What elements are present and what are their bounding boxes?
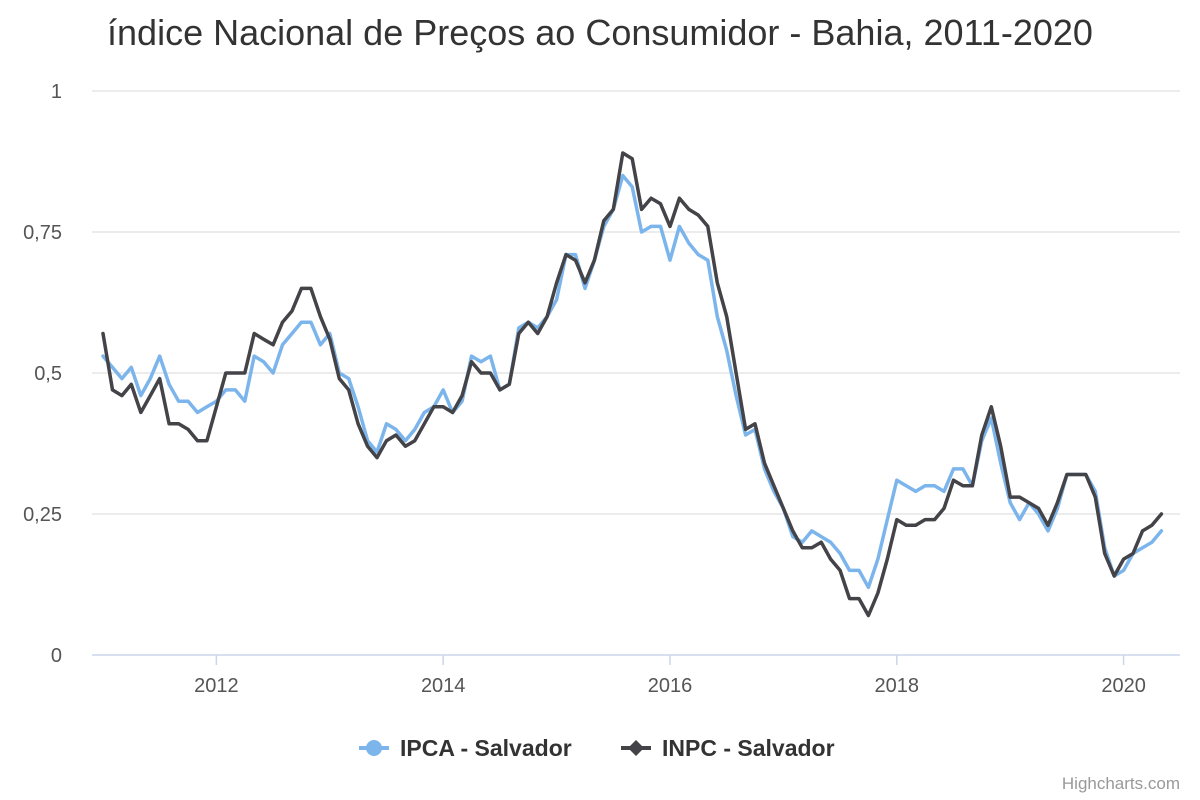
x-axis: 2012 2014 2016 2018 2020 bbox=[92, 654, 1180, 697]
x-tick-label: 2018 bbox=[875, 675, 920, 697]
series-line-inpc[interactable] bbox=[101, 151, 1164, 618]
legend[interactable]: IPCA - Salvador INPC - Salvador bbox=[359, 735, 835, 761]
legend-item-inpc[interactable]: INPC - Salvador bbox=[621, 735, 835, 761]
chart-title: índice Nacional de Preços ao Consumidor … bbox=[107, 12, 1093, 53]
diamond-marker-icon bbox=[628, 740, 644, 756]
y-tick-label: 0,25 bbox=[23, 504, 62, 526]
legend-item-ipca[interactable]: IPCA - Salvador bbox=[359, 735, 572, 761]
y-tick-label: 0,5 bbox=[34, 363, 62, 385]
x-tick-label: 2016 bbox=[648, 675, 693, 697]
x-tick-label: 2020 bbox=[1101, 675, 1146, 697]
legend-label: IPCA - Salvador bbox=[400, 735, 572, 761]
plot-area bbox=[101, 151, 1164, 618]
legend-label: INPC - Salvador bbox=[662, 735, 835, 761]
series-line-ipca[interactable] bbox=[101, 173, 1164, 590]
credits-link[interactable]: Highcharts.com bbox=[1061, 774, 1180, 793]
x-tick-label: 2014 bbox=[421, 675, 466, 697]
y-axis: 0 0,25 0,5 0,75 1 bbox=[23, 81, 62, 667]
grid-lines bbox=[92, 90, 1180, 515]
y-tick-label: 0 bbox=[51, 645, 62, 667]
y-tick-label: 1 bbox=[51, 81, 62, 103]
y-tick-label: 0,75 bbox=[23, 222, 62, 244]
x-tick-label: 2012 bbox=[194, 675, 239, 697]
circle-marker-icon bbox=[366, 740, 382, 756]
